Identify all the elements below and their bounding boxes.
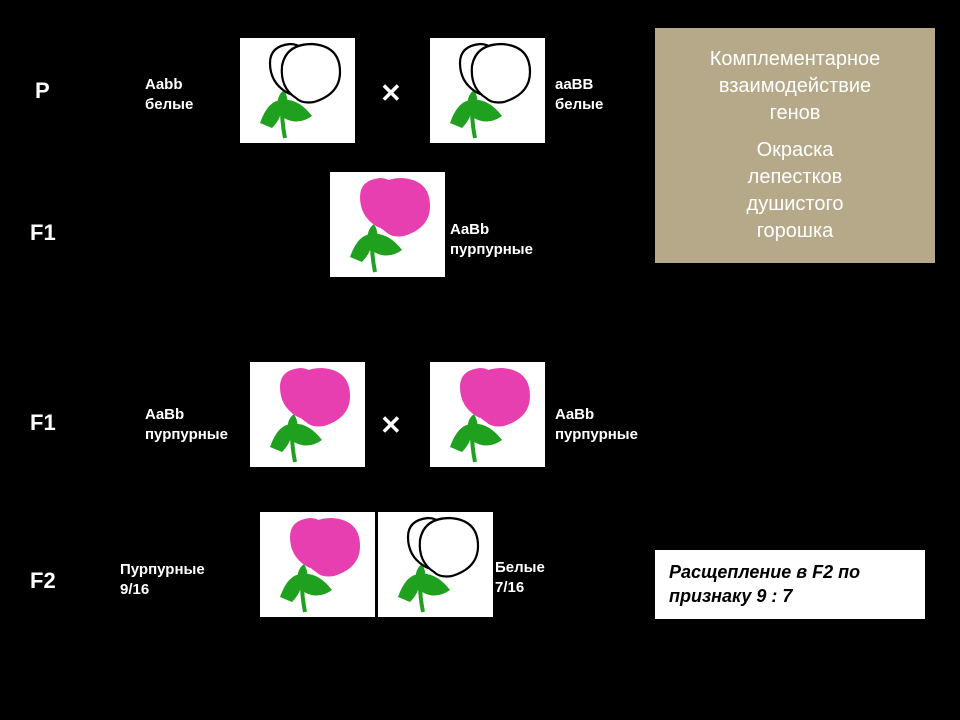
- gen-label-f2: F2: [30, 568, 56, 594]
- geno-text: пурпурные: [555, 426, 638, 443]
- title-line: Комплементарное: [663, 46, 927, 73]
- geno-text: Белые: [495, 559, 545, 576]
- flower-p-right: [430, 38, 545, 143]
- geno-p-right: aaBB белые: [555, 75, 603, 114]
- geno-text: aaBB: [555, 76, 593, 93]
- title-line: генов: [663, 100, 927, 127]
- title-line: горошка: [663, 218, 927, 245]
- geno-f1-left: AaBb пурпурные: [145, 405, 228, 444]
- flower-f1-res: [330, 172, 445, 277]
- geno-text: AaBb: [450, 221, 489, 238]
- flower-f2-right: [378, 512, 493, 617]
- ratio-line: Расщепление в F2 по: [669, 560, 911, 584]
- geno-text: пурпурные: [450, 241, 533, 258]
- ratio-line: признаку 9 : 7: [669, 584, 911, 608]
- geno-f2-left: Пурпурные 9/16: [120, 560, 205, 599]
- flower-p-left: [240, 38, 355, 143]
- cross-f1: ✕: [380, 410, 402, 441]
- geno-f1-right: AaBb пурпурные: [555, 405, 638, 444]
- geno-text: Пурпурные: [120, 561, 205, 578]
- geno-text: Aabb: [145, 76, 183, 93]
- geno-text: белые: [555, 96, 603, 113]
- flower-f1-left: [250, 362, 365, 467]
- gen-label-f1a: F1: [30, 220, 56, 246]
- title-line: взаимодействие: [663, 73, 927, 100]
- geno-text: 7/16: [495, 579, 524, 596]
- title-line: душистого: [663, 191, 927, 218]
- gen-label-p: P: [35, 78, 50, 104]
- geno-f1-res: AaBb пурпурные: [450, 220, 533, 259]
- title-line: лепестков: [663, 164, 927, 191]
- title-box: Комплементарное взаимодействие генов Окр…: [655, 28, 935, 263]
- flower-f2-left: [260, 512, 375, 617]
- title-line: Окраска: [663, 137, 927, 164]
- gen-label-f1b: F1: [30, 410, 56, 436]
- flower-f1-right: [430, 362, 545, 467]
- geno-text: белые: [145, 96, 193, 113]
- cross-p: ✕: [380, 78, 402, 109]
- geno-text: 9/16: [120, 581, 149, 598]
- geno-text: пурпурные: [145, 426, 228, 443]
- geno-f2-right: Белые 7/16: [495, 558, 545, 597]
- ratio-box: Расщепление в F2 по признаку 9 : 7: [655, 550, 925, 619]
- geno-p-left: Aabb белые: [145, 75, 193, 114]
- geno-text: AaBb: [555, 406, 594, 423]
- geno-text: AaBb: [145, 406, 184, 423]
